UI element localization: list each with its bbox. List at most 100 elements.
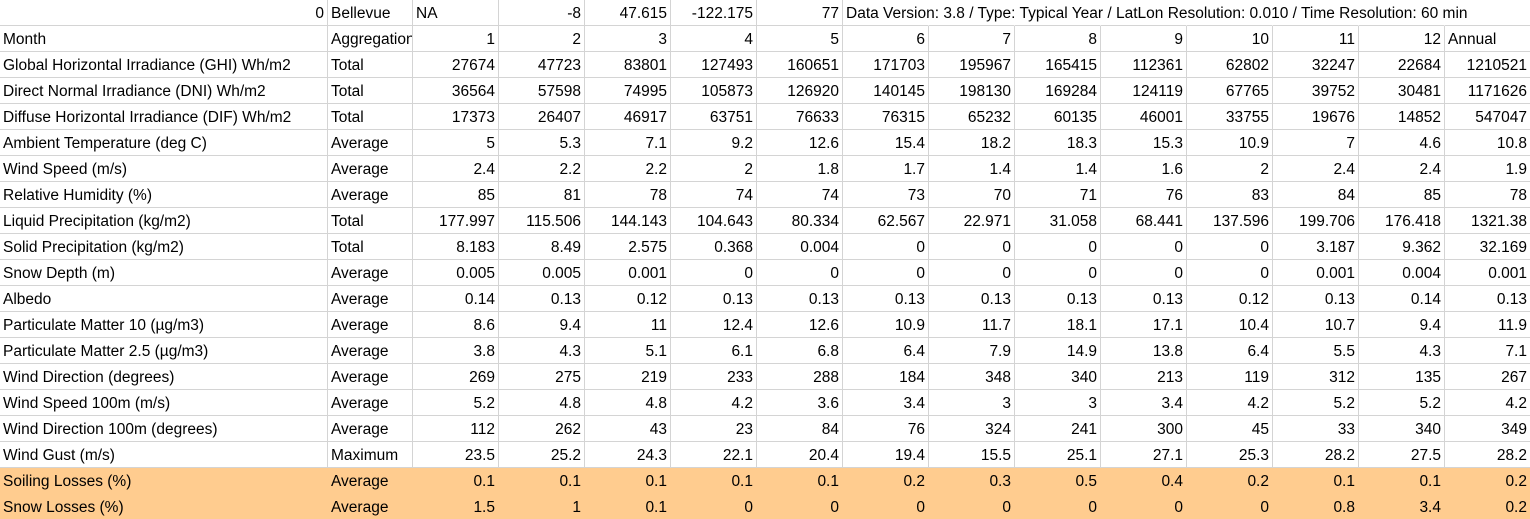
cell-r17-c5[interactable]: 22.1 (671, 442, 757, 468)
cell-r13-c3[interactable]: 4.3 (499, 338, 585, 364)
cell-r11-c14[interactable]: 0.13 (1445, 286, 1530, 312)
cell-r16-c3[interactable]: 262 (499, 416, 585, 442)
cell-r16-c14[interactable]: 349 (1445, 416, 1530, 442)
cell-r12-c6[interactable]: 12.6 (757, 312, 843, 338)
cell-r8-c11[interactable]: 137.596 (1187, 208, 1273, 234)
cell-r6-c12[interactable]: 2.4 (1273, 156, 1359, 182)
cell-r11-c12[interactable]: 0.13 (1273, 286, 1359, 312)
cell-r0-c7[interactable]: Data Version: 3.8 / Type: Typical Year /… (843, 0, 1468, 26)
cell-r13-c11[interactable]: 6.4 (1187, 338, 1273, 364)
cell-r13-c6[interactable]: 6.8 (757, 338, 843, 364)
cell-r10-c3[interactable]: 0.005 (499, 260, 585, 286)
cell-r5-c4[interactable]: 7.1 (585, 130, 671, 156)
cell-r18-c9[interactable]: 0.5 (1015, 468, 1101, 494)
cell-r10-c8[interactable]: 0 (929, 260, 1015, 286)
cell-r9-c10[interactable]: 0 (1101, 234, 1187, 260)
cell-r4-c5[interactable]: 63751 (671, 104, 757, 130)
cell-r4-c0[interactable]: Diffuse Horizontal Irradiance (DIF) Wh/m… (0, 104, 328, 130)
cell-r5-c8[interactable]: 18.2 (929, 130, 1015, 156)
cell-r16-c9[interactable]: 241 (1015, 416, 1101, 442)
cell-r15-c8[interactable]: 3 (929, 390, 1015, 416)
cell-r8-c12[interactable]: 199.706 (1273, 208, 1359, 234)
cell-r13-c2[interactable]: 3.8 (413, 338, 499, 364)
cell-r14-c11[interactable]: 119 (1187, 364, 1273, 390)
cell-r3-c3[interactable]: 57598 (499, 78, 585, 104)
cell-r0-c8[interactable] (929, 0, 1015, 26)
cell-r9-c6[interactable]: 0.004 (757, 234, 843, 260)
cell-r17-c12[interactable]: 28.2 (1273, 442, 1359, 468)
cell-r0-c12[interactable] (1273, 0, 1359, 26)
cell-r14-c10[interactable]: 213 (1101, 364, 1187, 390)
cell-r3-c4[interactable]: 74995 (585, 78, 671, 104)
cell-r9-c2[interactable]: 8.183 (413, 234, 499, 260)
cell-r12-c10[interactable]: 17.1 (1101, 312, 1187, 338)
cell-r2-c10[interactable]: 112361 (1101, 52, 1187, 78)
cell-r2-c0[interactable]: Global Horizontal Irradiance (GHI) Wh/m2 (0, 52, 328, 78)
cell-r19-c2[interactable]: 1.5 (413, 494, 499, 519)
cell-r8-c7[interactable]: 62.567 (843, 208, 929, 234)
cell-r10-c7[interactable]: 0 (843, 260, 929, 286)
cell-r18-c1[interactable]: Average (328, 468, 413, 494)
cell-r19-c7[interactable]: 0 (843, 494, 929, 519)
cell-r2-c2[interactable]: 27674 (413, 52, 499, 78)
cell-r4-c8[interactable]: 65232 (929, 104, 1015, 130)
cell-r2-c12[interactable]: 32247 (1273, 52, 1359, 78)
cell-r3-c10[interactable]: 124119 (1101, 78, 1187, 104)
cell-r12-c11[interactable]: 10.4 (1187, 312, 1273, 338)
cell-r17-c7[interactable]: 19.4 (843, 442, 929, 468)
cell-r8-c10[interactable]: 68.441 (1101, 208, 1187, 234)
cell-r19-c9[interactable]: 0 (1015, 494, 1101, 519)
cell-r1-c0[interactable]: Month (0, 26, 328, 52)
cell-r18-c8[interactable]: 0.3 (929, 468, 1015, 494)
cell-r0-c10[interactable] (1101, 0, 1187, 26)
cell-r17-c1[interactable]: Maximum (328, 442, 413, 468)
cell-r14-c6[interactable]: 288 (757, 364, 843, 390)
cell-r16-c6[interactable]: 84 (757, 416, 843, 442)
cell-r7-c3[interactable]: 81 (499, 182, 585, 208)
cell-r11-c8[interactable]: 0.13 (929, 286, 1015, 312)
cell-r14-c4[interactable]: 219 (585, 364, 671, 390)
cell-r6-c1[interactable]: Average (328, 156, 413, 182)
cell-r17-c8[interactable]: 15.5 (929, 442, 1015, 468)
cell-r0-c9[interactable] (1015, 0, 1101, 26)
cell-r9-c0[interactable]: Solid Precipitation (kg/m2) (0, 234, 328, 260)
cell-r11-c9[interactable]: 0.13 (1015, 286, 1101, 312)
cell-r17-c6[interactable]: 20.4 (757, 442, 843, 468)
cell-r11-c1[interactable]: Average (328, 286, 413, 312)
cell-r9-c11[interactable]: 0 (1187, 234, 1273, 260)
cell-r14-c0[interactable]: Wind Direction (degrees) (0, 364, 328, 390)
cell-r8-c8[interactable]: 22.971 (929, 208, 1015, 234)
cell-r18-c3[interactable]: 0.1 (499, 468, 585, 494)
cell-r7-c0[interactable]: Relative Humidity (%) (0, 182, 328, 208)
cell-r10-c12[interactable]: 0.001 (1273, 260, 1359, 286)
cell-r17-c11[interactable]: 25.3 (1187, 442, 1273, 468)
cell-r17-c10[interactable]: 27.1 (1101, 442, 1187, 468)
cell-r2-c13[interactable]: 22684 (1359, 52, 1445, 78)
cell-r17-c13[interactable]: 27.5 (1359, 442, 1445, 468)
cell-r12-c9[interactable]: 18.1 (1015, 312, 1101, 338)
cell-r16-c12[interactable]: 33 (1273, 416, 1359, 442)
cell-r2-c14[interactable]: 1210521 (1445, 52, 1530, 78)
cell-r11-c4[interactable]: 0.12 (585, 286, 671, 312)
cell-r13-c8[interactable]: 7.9 (929, 338, 1015, 364)
cell-r14-c1[interactable]: Average (328, 364, 413, 390)
cell-r16-c10[interactable]: 300 (1101, 416, 1187, 442)
cell-r0-c3[interactable]: -8 (499, 0, 585, 26)
cell-r14-c2[interactable]: 269 (413, 364, 499, 390)
cell-r12-c14[interactable]: 11.9 (1445, 312, 1530, 338)
cell-r4-c1[interactable]: Total (328, 104, 413, 130)
cell-r1-c6[interactable]: 5 (757, 26, 843, 52)
cell-r15-c7[interactable]: 3.4 (843, 390, 929, 416)
cell-r5-c5[interactable]: 9.2 (671, 130, 757, 156)
cell-r5-c7[interactable]: 15.4 (843, 130, 929, 156)
cell-r18-c10[interactable]: 0.4 (1101, 468, 1187, 494)
cell-r11-c7[interactable]: 0.13 (843, 286, 929, 312)
cell-r7-c4[interactable]: 78 (585, 182, 671, 208)
cell-r19-c0[interactable]: Snow Losses (%) (0, 494, 328, 519)
cell-r19-c4[interactable]: 0.1 (585, 494, 671, 519)
cell-r0-c4[interactable]: 47.615 (585, 0, 671, 26)
cell-r5-c3[interactable]: 5.3 (499, 130, 585, 156)
cell-r19-c1[interactable]: Average (328, 494, 413, 519)
cell-r6-c5[interactable]: 2 (671, 156, 757, 182)
cell-r1-c11[interactable]: 10 (1187, 26, 1273, 52)
